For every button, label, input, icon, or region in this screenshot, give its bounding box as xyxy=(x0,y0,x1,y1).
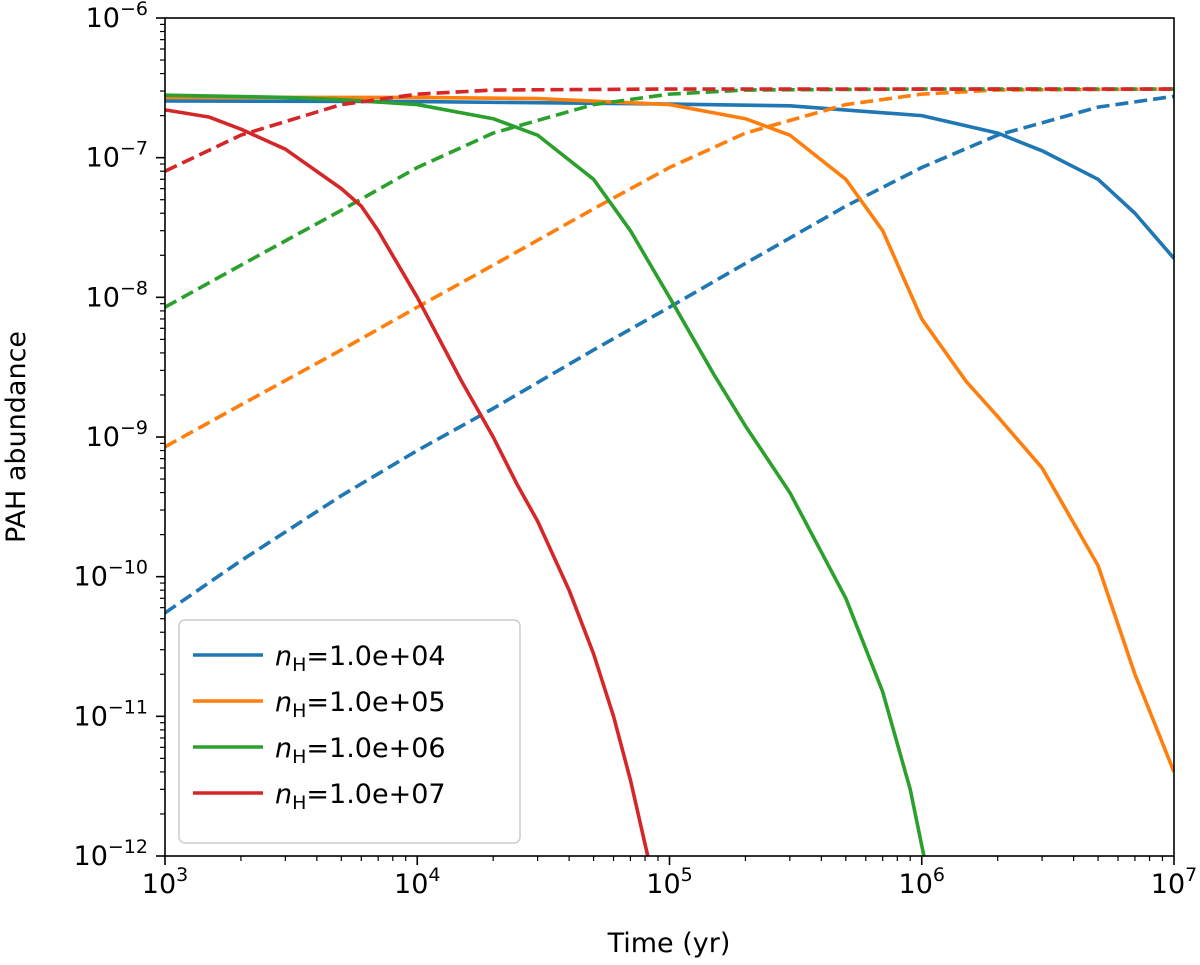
x-tick-label: 107 xyxy=(1151,864,1197,900)
legend: nH=1.0e+04 nH=1.0e+05 nH=1.0e+06 nH=1.0e+07 xyxy=(178,619,521,844)
x-tick-labels: 103 104 105 106 107 xyxy=(142,864,1197,900)
tick-layer xyxy=(156,17,1175,865)
y-tick-label: 10−11 xyxy=(74,696,148,732)
series-2-solid-line xyxy=(165,93,926,856)
series-1-dashed-line xyxy=(165,87,1174,449)
x-tick-label: 103 xyxy=(142,864,188,900)
x-tick-label: 106 xyxy=(899,864,945,900)
legend-label-3: nH=1.0e+07 xyxy=(275,779,446,814)
y-tick-label: 10−12 xyxy=(74,836,148,872)
y-tick-label: 10−7 xyxy=(86,138,148,174)
series-2-dashed-line xyxy=(165,87,1174,309)
y-tick-label: 10−8 xyxy=(86,277,148,313)
legend-label-2: nH=1.0e+06 xyxy=(275,733,446,768)
y-axis-label: PAH abundance xyxy=(1,331,32,543)
legend-box xyxy=(178,619,521,844)
legend-label-0: nH=1.0e+04 xyxy=(275,641,446,676)
legend-label-1: nH=1.0e+05 xyxy=(275,687,446,722)
x-tick-label: 105 xyxy=(646,864,692,900)
series-layer xyxy=(165,87,1174,856)
series-0-dashed-line xyxy=(165,94,1174,615)
series-3-solid-line xyxy=(165,108,650,856)
y-tick-label: 10−10 xyxy=(74,557,148,593)
series-1-solid-line xyxy=(165,95,1174,773)
x-axis-label: Time (yr) xyxy=(607,928,731,959)
y-tick-labels: 10−12 10−11 10−10 10−9 10−8 10−7 10−6 xyxy=(74,0,148,872)
series-3-dashed-line xyxy=(165,87,1174,173)
y-tick-label: 10−6 xyxy=(86,0,148,34)
y-tick-label: 10−9 xyxy=(86,417,148,453)
series-0-solid-line xyxy=(165,99,1174,260)
x-tick-label: 104 xyxy=(394,864,440,900)
